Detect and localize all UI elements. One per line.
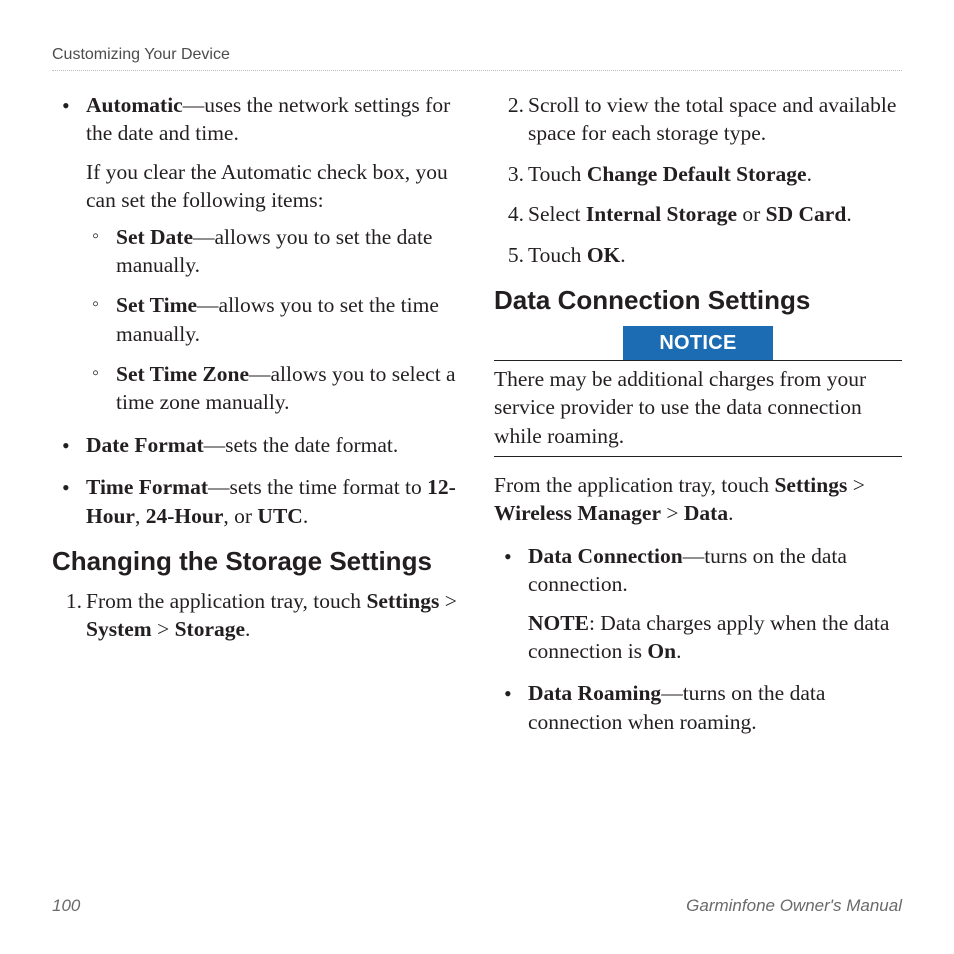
page-footer: 100 Garminfone Owner's Manual xyxy=(52,896,902,916)
step3-tail: . xyxy=(807,162,812,186)
note-label: NOTE xyxy=(528,611,589,635)
bullet-time-format: Time Format—sets the time format to 12-H… xyxy=(86,473,460,530)
note-on: On xyxy=(647,639,676,663)
sub-set-time-zone: Set Time Zone—allows you to select a tim… xyxy=(116,360,460,417)
step-marker: 3. xyxy=(498,160,524,188)
book-title: Garminfone Owner's Manual xyxy=(686,896,902,916)
storage-step-1: 1. From the application tray, touch Sett… xyxy=(86,587,460,644)
opt-utc: UTC xyxy=(257,504,302,528)
step-marker: 5. xyxy=(498,241,524,269)
left-bullet-list: Automatic—uses the network settings for … xyxy=(52,91,460,530)
term-set-time: Set Time xyxy=(116,293,197,317)
nav-sep-a: > xyxy=(439,589,457,613)
left-column: Automatic—uses the network settings for … xyxy=(52,91,460,750)
heading-data-connection: Data Connection Settings xyxy=(494,285,902,316)
step3-bold: Change Default Storage xyxy=(587,162,807,186)
notice-label: NOTICE xyxy=(623,326,772,360)
step1-tail: . xyxy=(245,617,250,641)
right-column: 2. Scroll to view the total space and av… xyxy=(494,91,902,750)
notice-body: There may be additional charges from you… xyxy=(494,365,902,450)
nav-pre: From the application tray, touch xyxy=(494,473,774,497)
note-tail: . xyxy=(676,639,681,663)
storage-step-5: 5. Touch OK. xyxy=(528,241,902,269)
step3-pre: Touch xyxy=(528,162,587,186)
sub-set-time: Set Time—allows you to set the time manu… xyxy=(116,291,460,348)
nav-sep-c: > xyxy=(847,473,865,497)
step4-mid: or xyxy=(737,202,766,226)
data-nav-instruction: From the application tray, touch Setting… xyxy=(494,471,902,528)
nav-system: System xyxy=(86,617,152,641)
bullet-date-format: Date Format—sets the date format. xyxy=(86,431,460,459)
term-date-format: Date Format xyxy=(86,433,204,457)
nav-wireless-manager: Wireless Manager xyxy=(494,501,661,525)
automatic-extra: If you clear the Automatic check box, yo… xyxy=(86,158,460,215)
notice-top-rule xyxy=(494,360,902,361)
sep1: , xyxy=(135,504,146,528)
step1-pre: From the application tray, touch xyxy=(86,589,366,613)
term-data-roaming: Data Roaming xyxy=(528,681,661,705)
step5-pre: Touch xyxy=(528,243,587,267)
page-header-label: Customizing Your Device xyxy=(52,46,902,64)
data-bullet-list: Data Connection—turns on the data connec… xyxy=(494,542,902,736)
step4-tail: . xyxy=(846,202,851,226)
step4-pre: Select xyxy=(528,202,586,226)
nav-sep-d: > xyxy=(661,501,684,525)
notice-box: NOTICE xyxy=(494,326,902,360)
opt-24-hour: 24-Hour xyxy=(146,504,224,528)
page-number: 100 xyxy=(52,896,80,916)
storage-steps: 1. From the application tray, touch Sett… xyxy=(52,587,460,644)
automatic-sublist: Set Date—allows you to set the date manu… xyxy=(86,223,460,417)
term-automatic: Automatic xyxy=(86,93,183,117)
nav-tail: . xyxy=(728,501,733,525)
header-divider xyxy=(52,70,902,71)
step4-b2: SD Card xyxy=(766,202,847,226)
step-marker: 2. xyxy=(498,91,524,119)
nav-sep-b: > xyxy=(152,617,175,641)
nav-settings: Settings xyxy=(366,589,439,613)
storage-step-2: 2. Scroll to view the total space and av… xyxy=(528,91,902,148)
term-time-format: Time Format xyxy=(86,475,208,499)
step4-b1: Internal Storage xyxy=(586,202,737,226)
desc-date-format: —sets the date format. xyxy=(204,433,399,457)
content-columns: Automatic—uses the network settings for … xyxy=(52,91,902,750)
notice-bottom-rule xyxy=(494,456,902,457)
step-marker: 1. xyxy=(56,587,82,615)
storage-step-4: 4. Select Internal Storage or SD Card. xyxy=(528,200,902,228)
step-marker: 4. xyxy=(498,200,524,228)
desc-time-format-pre: —sets the time format to xyxy=(208,475,427,499)
term-data-connection: Data Connection xyxy=(528,544,683,568)
bullet-automatic: Automatic—uses the network settings for … xyxy=(86,91,460,417)
nav-data: Data xyxy=(684,501,728,525)
storage-step-3: 3. Touch Change Default Storage. xyxy=(528,160,902,188)
nav-settings2: Settings xyxy=(774,473,847,497)
term-set-date: Set Date xyxy=(116,225,193,249)
bullet-data-connection: Data Connection—turns on the data connec… xyxy=(528,542,902,666)
heading-storage-settings: Changing the Storage Settings xyxy=(52,546,460,577)
step5-tail: . xyxy=(620,243,625,267)
tf-tail: . xyxy=(303,504,308,528)
sep2: , or xyxy=(223,504,257,528)
sub-set-date: Set Date—allows you to set the date manu… xyxy=(116,223,460,280)
storage-steps-cont: 2. Scroll to view the total space and av… xyxy=(494,91,902,269)
step5-bold: OK xyxy=(587,243,620,267)
bullet-data-roaming: Data Roaming—turns on the data connectio… xyxy=(528,679,902,736)
nav-storage: Storage xyxy=(175,617,245,641)
term-set-time-zone: Set Time Zone xyxy=(116,362,249,386)
step2-text: Scroll to view the total space and avail… xyxy=(528,93,896,145)
